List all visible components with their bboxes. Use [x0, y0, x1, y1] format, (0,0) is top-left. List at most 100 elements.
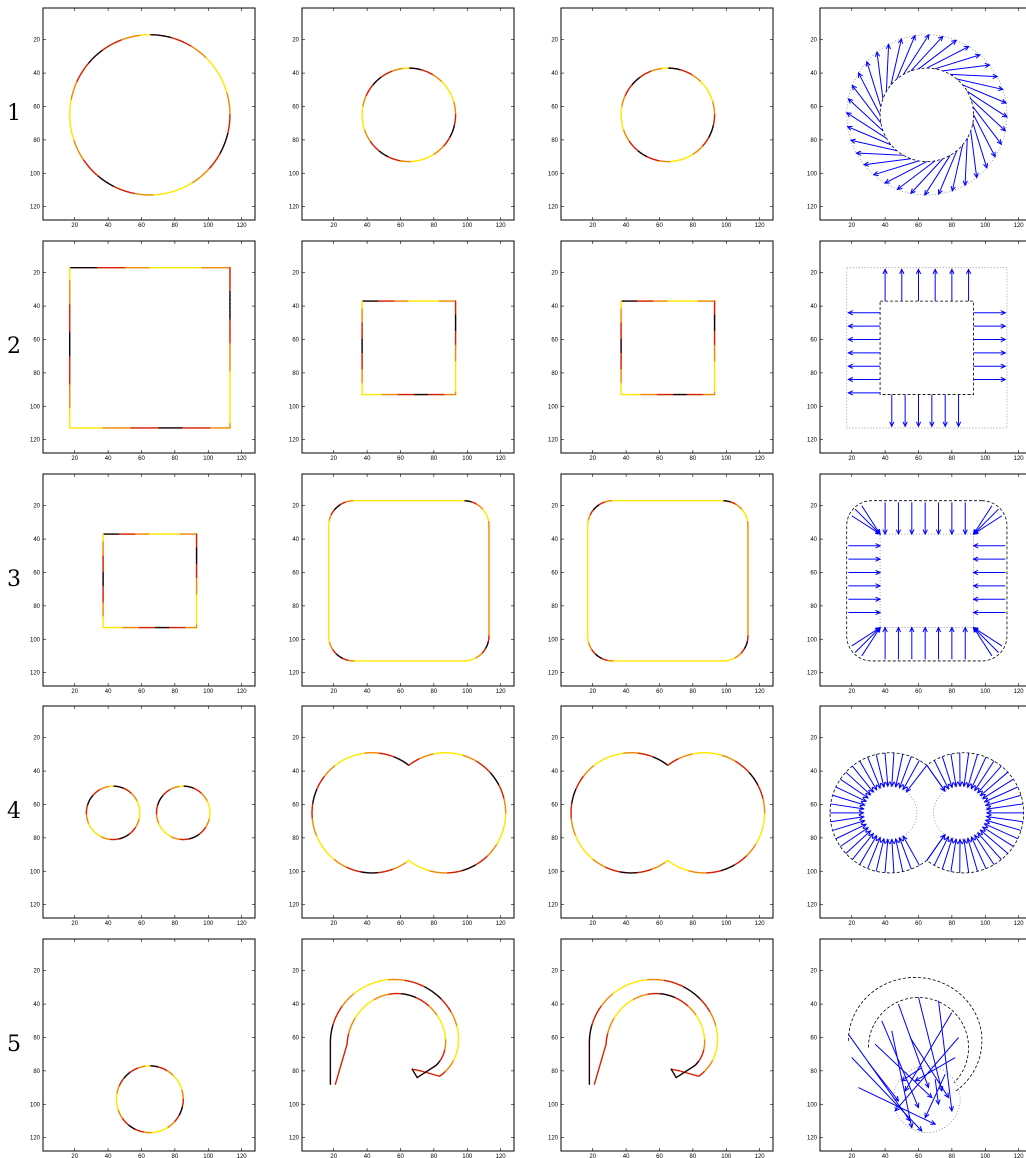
y-tick-label: 80	[292, 138, 299, 144]
curve-segment	[350, 992, 355, 998]
arrow-shaft	[881, 1020, 919, 1108]
curve-segment	[593, 1043, 607, 1085]
x-tick-label: 80	[690, 1154, 697, 1158]
arrow-shaft	[861, 627, 881, 657]
x-tick-label: 80	[690, 223, 697, 229]
x-tick-label: 40	[623, 456, 630, 462]
displacement-arrow	[950, 73, 999, 80]
x-tick-label: 40	[882, 1154, 889, 1158]
arrow-head	[882, 626, 888, 633]
displacement-arrow	[840, 778, 869, 799]
plot-frame	[301, 473, 515, 687]
arrow-head	[882, 529, 888, 536]
y-tick-label: 60	[33, 802, 40, 808]
displacement-arrow	[868, 1062, 900, 1102]
displacement-arrow	[972, 583, 1006, 589]
x-tick-label: 60	[138, 689, 145, 695]
arrow-shaft	[858, 1087, 936, 1125]
y-tick-label: 40	[33, 537, 40, 543]
y-tick-label: 40	[33, 304, 40, 310]
contour-curve	[329, 978, 460, 1085]
curve-segment	[615, 988, 621, 992]
displacement-arrow	[867, 756, 881, 790]
x-tick-label: 100	[721, 921, 732, 927]
x-tick-label: 80	[431, 689, 438, 695]
x-tick-label: 40	[105, 689, 112, 695]
arrow-head	[914, 1102, 920, 1109]
y-tick-label: 40	[810, 304, 817, 310]
arrow-head	[981, 826, 988, 832]
displacement-arrow	[881, 1020, 920, 1109]
y-tick-label: 60	[33, 104, 40, 110]
arrow-head	[868, 832, 875, 839]
displacement-arrow	[970, 130, 979, 179]
displacement-arrow	[962, 502, 968, 536]
displacement-arrow	[941, 756, 954, 789]
arrow-head	[930, 1120, 937, 1125]
arrow-head	[847, 376, 854, 383]
x-tick-label: 20	[589, 689, 596, 695]
displacement-arrow	[894, 837, 904, 872]
panel-r4-c2: 20 40 60 80 100 120 20 40 60 80 100 120	[289, 705, 515, 927]
curve-segment	[356, 988, 362, 992]
displacement-arrow	[955, 394, 962, 428]
x-tick-label: 80	[172, 223, 179, 229]
arrow-head	[966, 782, 972, 789]
arrow-head	[1000, 336, 1007, 343]
arrow-head	[916, 1126, 923, 1132]
displacement-arrow	[972, 543, 1006, 549]
arrow-shaft	[982, 778, 1014, 799]
arrow-shaft	[984, 823, 1018, 840]
x-tick-label: 60	[397, 1154, 404, 1158]
arrow-shaft	[984, 786, 1018, 803]
displacement-arrow	[966, 837, 978, 872]
y-tick-label: 20	[33, 38, 40, 44]
x-tick-label: 120	[496, 456, 507, 462]
x-tick-label: 80	[172, 456, 179, 462]
arrow-head	[875, 609, 882, 616]
displacement-arrow	[895, 626, 902, 660]
displacement-arrow	[950, 144, 964, 192]
panel-r4-c1: 20 40 60 80 100 120 20 40 60 80 100 120	[30, 705, 256, 927]
displacement-arrow	[972, 596, 1006, 602]
arrow-head	[972, 543, 979, 549]
arrow-head	[929, 421, 935, 428]
panel-r4-c3: 20 40 60 80 100 120 20 40 60 80 100 120	[548, 705, 774, 927]
x-tick-label: 80	[431, 921, 438, 927]
displacement-arrow	[884, 838, 891, 873]
arrow-shaft	[973, 508, 999, 535]
x-tick-label: 20	[71, 1154, 78, 1158]
y-tick-label: 40	[810, 1002, 817, 1008]
displacement-arrow	[847, 376, 881, 383]
x-tick-label: 120	[755, 689, 766, 695]
arrow-head	[859, 819, 866, 825]
arrow-shaft	[850, 139, 897, 152]
arrow-head	[875, 556, 882, 562]
panel-r3-c2: 20 40 60 80 100 120 20 40 60 80 100 120	[289, 473, 515, 695]
contour-curve	[85, 785, 141, 841]
arrow-shaft	[986, 803, 1024, 810]
panel-r3-c4: 20 40 60 80 100 120 20 40 60 80 100 120	[807, 473, 1026, 695]
displacement-arrow	[895, 502, 902, 536]
displacement-arrow	[949, 268, 955, 302]
curve-segment	[353, 990, 359, 995]
arrow-head	[874, 50, 881, 58]
x-tick-label: 80	[172, 689, 179, 695]
x-tick-label: 80	[690, 689, 697, 695]
displacement-arrow	[962, 626, 968, 660]
x-tick-label: 120	[1014, 921, 1025, 927]
x-tick-label: 40	[364, 1154, 371, 1158]
y-tick-label: 40	[810, 537, 817, 543]
displacement-arrow	[882, 502, 888, 536]
arrow-head	[847, 98, 854, 104]
arrow-head	[889, 838, 895, 845]
x-tick-label: 100	[462, 1154, 473, 1158]
arrow-head	[1000, 125, 1007, 132]
contour-curve	[620, 67, 716, 163]
arrow-head	[847, 363, 854, 369]
curve-segment	[360, 986, 366, 990]
displacement-arrow	[973, 310, 1007, 316]
arrow-head	[951, 39, 958, 45]
contour-curve	[155, 785, 211, 841]
arrow-shaft	[926, 764, 946, 792]
